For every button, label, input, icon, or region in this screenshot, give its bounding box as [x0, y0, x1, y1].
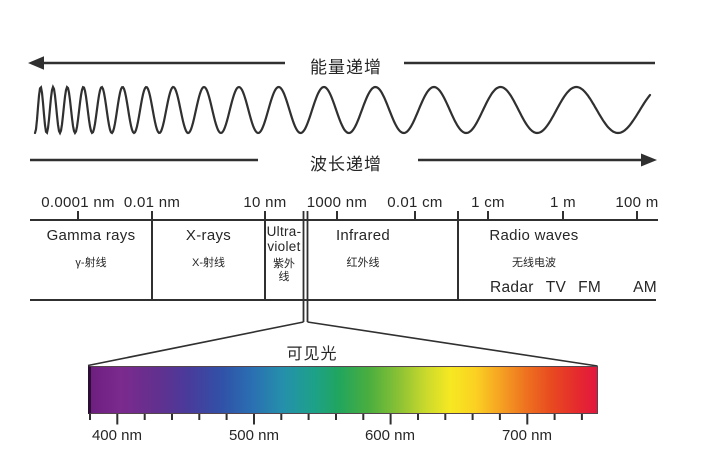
band-table-frame [30, 211, 658, 367]
band-name-zh: 无线电波 [512, 257, 556, 269]
spectrum-tick-label-400nm: 400 nm [91, 427, 143, 444]
scale-label-0-01nm: 0.01 nm [123, 194, 181, 211]
scale-label-0-0001nm: 0.0001 nm [41, 194, 115, 211]
scale-label-1000nm: 1000 nm [306, 194, 368, 211]
energy-increase-label: 能量递增 [310, 58, 382, 77]
fan-line-right [307, 321, 598, 367]
energy-arrow [28, 56, 655, 70]
subband-tv: TV [545, 279, 567, 296]
radio-subband-row: Radar TV FM AM [490, 279, 657, 297]
band-name-zh: 红外线 [346, 257, 380, 269]
band-cell-x-rays: X-rays X-射线 [152, 227, 265, 270]
wavelength-arrow [30, 153, 657, 167]
visible-spectrum-bar [88, 366, 598, 414]
band-name: Radio waves [489, 227, 579, 244]
band-cell-ultraviolet: Ultra-violet 紫外线 [263, 224, 305, 284]
band-name-zh: γ-射线 [75, 257, 107, 269]
scale-label-1m: 1 m [550, 194, 576, 211]
em-wave-curve [33, 84, 652, 136]
band-cell-gamma-rays: Gamma rays γ-射线 [30, 227, 152, 270]
band-name: Ultra-violet [266, 224, 302, 254]
band-name: X-rays [185, 227, 232, 244]
scale-label-100m: 100 m [615, 194, 659, 211]
subband-fm: FM [578, 279, 602, 296]
spectrum-axis-ticks [89, 414, 583, 425]
spectrum-tick-label-500nm: 500 nm [228, 427, 280, 444]
band-name-zh: X-射线 [192, 257, 225, 269]
spectrum-tick-label-700nm: 700 nm [501, 427, 553, 444]
scale-label-10nm: 10 nm [243, 194, 287, 211]
band-cell-infrared: Infrared 红外线 [308, 227, 418, 270]
band-cell-radio-waves: Radio waves 无线电波 [458, 227, 610, 270]
band-name: Infrared [335, 227, 391, 244]
scale-label-0-01cm: 0.01 cm [387, 194, 443, 211]
visible-light-label: 可见光 [286, 346, 338, 363]
scale-label-1cm: 1 cm [471, 194, 505, 211]
band-name-zh: 紫外线 [273, 258, 295, 283]
spectrum-tick-label-600nm: 600 nm [364, 427, 416, 444]
subband-am: AM [633, 279, 657, 296]
fan-line-left [87, 321, 304, 367]
wavelength-increase-label: 波长递增 [310, 155, 382, 174]
band-name: Gamma rays [46, 227, 136, 244]
subband-radar: Radar [490, 279, 534, 296]
